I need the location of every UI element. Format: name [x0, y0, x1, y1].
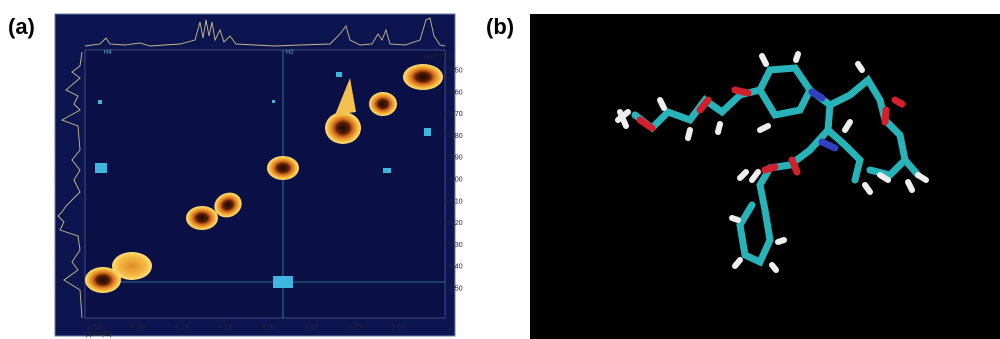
y-tick-label: 4.10: [449, 198, 463, 205]
x-axis-label: ppm (f2): [86, 331, 112, 338]
y-tick-label: 4.20: [449, 220, 463, 227]
x-tick-label: 4.00: [261, 324, 275, 331]
y-tick-label: 4.50: [449, 286, 463, 293]
annotation: H4: [104, 50, 112, 56]
y-axis-label: ppm (f1): [424, 53, 450, 60]
y-tick-label: 3.50: [449, 68, 463, 75]
y-tick-label: 4.30: [449, 242, 463, 249]
panel-label: (b): [486, 14, 514, 39]
x-tick-label: 4.50: [88, 324, 102, 331]
panel-label: (a): [8, 14, 35, 39]
nmr-spectrum: [54, 13, 456, 337]
x-tick-label: 4.38: [131, 324, 145, 331]
y-tick-label: 4.00: [449, 177, 463, 184]
y-tick-label: 4.40: [449, 264, 463, 271]
x-tick-label: 3.88: [305, 324, 319, 331]
x-tick-label: 4.13: [218, 324, 232, 331]
x-tick-label: 4.25: [175, 324, 189, 331]
molecule: [615, 51, 929, 273]
y-tick-label: 3.70: [449, 111, 463, 118]
y-tick-label: 3.90: [449, 155, 463, 162]
y-tick-label: 3.80: [449, 133, 463, 140]
y-tick-label: 3.60: [449, 89, 463, 96]
annotation: H2: [286, 50, 294, 56]
x-tick-label: 3.75: [348, 324, 362, 331]
x-tick-label: 3.63: [391, 324, 405, 331]
